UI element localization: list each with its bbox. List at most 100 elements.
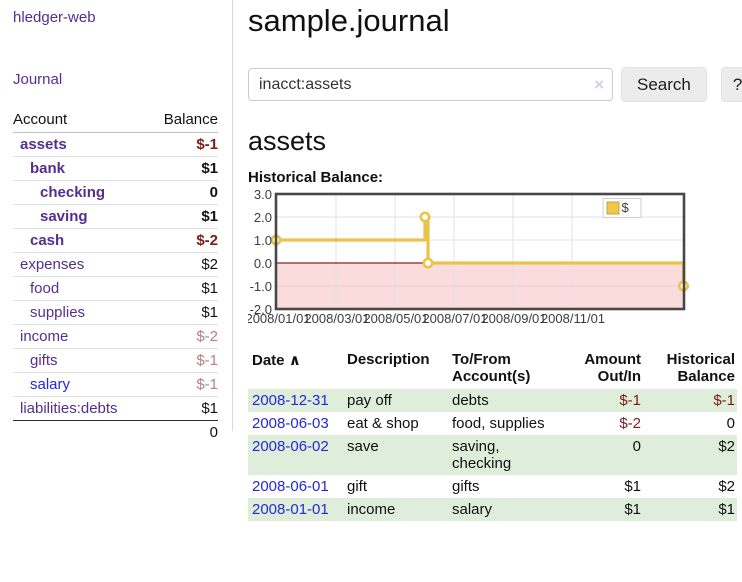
account-link-gifts[interactable]: gifts: [30, 352, 58, 369]
transaction-row: 2008-01-01 income salary $1 $1: [248, 498, 737, 521]
transaction-balance: $-1: [713, 392, 735, 409]
account-row: checking 0: [13, 180, 218, 205]
account-link-food[interactable]: food: [30, 280, 60, 297]
sidebar-item-journal[interactable]: Journal: [13, 71, 63, 88]
search-input-wrap: ×: [248, 68, 613, 101]
transaction-balance: $2: [718, 478, 735, 495]
account-title: assets: [248, 126, 327, 156]
account-balance: $-1: [196, 376, 218, 393]
transaction-description: income: [347, 501, 396, 518]
negative-region: [277, 263, 683, 308]
transaction-amount: $1: [624, 501, 641, 518]
help-button[interactable]: ?: [720, 67, 742, 102]
account-row: cash $-2: [13, 228, 218, 253]
transaction-accounts: saving, checking: [452, 438, 512, 472]
account-balance: 0: [209, 184, 218, 201]
account-balance: $2: [201, 256, 218, 273]
transaction-date-link[interactable]: 2008-06-03: [252, 415, 329, 432]
transaction-date-link[interactable]: 2008-12-31: [252, 392, 329, 409]
y-tick: 0.0: [254, 256, 272, 271]
transaction-accounts: salary: [452, 501, 493, 518]
account-link-liabilities-debts[interactable]: liabilities:debts: [20, 400, 118, 417]
account-balance: $-2: [196, 328, 218, 345]
account-row: assets $-1: [13, 133, 218, 157]
account-row: food $1: [13, 276, 218, 301]
account-balance: $1: [201, 208, 218, 225]
y-tick: 2.0: [254, 210, 272, 225]
plot-border: [274, 192, 686, 311]
account-balance: $1: [201, 160, 218, 177]
transaction-row: 2008-06-01 gift gifts $1 $2: [248, 475, 737, 498]
x-tick: 2008/11/01: [541, 311, 605, 326]
balance-column-header: Historical Balance: [666, 351, 735, 385]
account-link-cash[interactable]: cash: [30, 232, 65, 249]
transaction-row: 2008-12-31 pay off debts $-1 $-1: [248, 389, 737, 412]
accounts-total: 0: [209, 424, 218, 441]
account-row: supplies $1: [13, 300, 218, 325]
transaction-description: gift: [347, 478, 368, 495]
account-balance: $1: [201, 280, 218, 297]
account-row: expenses $2: [13, 252, 218, 277]
transaction-accounts: food, supplies: [452, 415, 545, 432]
account-link-checking[interactable]: checking: [40, 184, 106, 201]
account-balance: $1: [201, 400, 218, 417]
account-link-saving[interactable]: saving: [40, 208, 88, 225]
account-balance-table: Account Balance assets $-1 bank $1 check…: [13, 108, 218, 444]
chart-label: Historical Balance:: [248, 169, 384, 186]
y-tick: -2.0: [250, 302, 272, 317]
x-tick: 2008/05/01: [363, 311, 428, 326]
account-link-salary[interactable]: salary: [30, 376, 71, 393]
account-link-assets[interactable]: assets: [20, 136, 67, 153]
legend-swatch: [606, 201, 620, 215]
sidebar: hledger-web Journal Account Balance asse…: [0, 0, 233, 582]
account-row: bank $1: [13, 156, 218, 181]
accounts-total-row: 0: [13, 420, 218, 445]
accounts-column-header: To/From Account(s): [452, 351, 531, 385]
historical-balance-chart: $ 3.0 2.0 1.0 0.0 -1.0 -2.0 2008/01/01 2…: [248, 190, 689, 326]
x-axis-ticks: 2008/01/01 2008/03/01 2008/05/01 2008/07…: [248, 311, 605, 326]
x-tick: 2008/01/01: [248, 311, 311, 326]
x-tick: 2008/09/01: [481, 311, 546, 326]
transaction-accounts: debts: [452, 392, 489, 409]
transaction-accounts: gifts: [452, 478, 480, 495]
transaction-balance: 0: [726, 415, 735, 432]
sort-asc-icon: ∧: [288, 352, 301, 369]
account-link-supplies[interactable]: supplies: [30, 304, 86, 321]
register-header-row: Date ∧ Description To/From Account(s) Am…: [248, 349, 737, 389]
date-header-label: Date: [252, 352, 285, 369]
account-column-header: Account: [13, 111, 68, 128]
description-column-header: Description: [347, 351, 430, 368]
transaction-amount: $-2: [619, 415, 641, 432]
transaction-amount: $-1: [619, 392, 641, 409]
x-tick: 2008/03/01: [304, 311, 369, 326]
transaction-date-link[interactable]: 2008-01-01: [252, 501, 329, 518]
transaction-date-link[interactable]: 2008-06-02: [252, 438, 329, 455]
transaction-description: save: [347, 438, 379, 455]
y-axis-ticks: 3.0 2.0 1.0 0.0 -1.0 -2.0: [250, 190, 272, 317]
search-input[interactable]: [248, 68, 613, 101]
transaction-description: eat & shop: [347, 415, 419, 432]
main-content: sample.journal × Search ? assets Histori…: [233, 0, 742, 582]
x-tick: 2008/07/01: [422, 311, 487, 326]
app-title-link[interactable]: hledger-web: [13, 9, 96, 26]
search-button[interactable]: Search: [621, 67, 707, 102]
account-link-bank[interactable]: bank: [30, 160, 66, 177]
legend-label: $: [622, 200, 630, 215]
search-form: × Search ?: [248, 67, 742, 102]
account-balance: $-2: [196, 232, 218, 249]
y-tick: 3.0: [254, 190, 272, 202]
account-link-income[interactable]: income: [20, 328, 69, 345]
transaction-balance: $1: [718, 501, 735, 518]
transaction-description: pay off: [347, 392, 392, 409]
balance-column-header: Balance: [163, 111, 218, 128]
account-link-expenses[interactable]: expenses: [20, 256, 85, 273]
account-row: saving $1: [13, 204, 218, 229]
sidebar-divider: [232, 0, 233, 431]
amount-column-header: Amount Out/In: [584, 351, 641, 385]
account-balance: $-1: [196, 352, 218, 369]
clear-search-icon[interactable]: ×: [594, 75, 604, 94]
page-title: sample.journal: [248, 3, 450, 38]
transaction-date-link[interactable]: 2008-06-01: [252, 478, 329, 495]
date-column-header[interactable]: Date ∧: [248, 349, 343, 389]
